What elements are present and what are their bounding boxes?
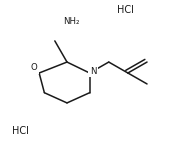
Text: O: O xyxy=(31,63,37,72)
Text: HCl: HCl xyxy=(117,5,134,15)
Text: N: N xyxy=(90,67,96,76)
Text: HCl: HCl xyxy=(12,126,29,136)
Text: NH₂: NH₂ xyxy=(63,17,79,26)
